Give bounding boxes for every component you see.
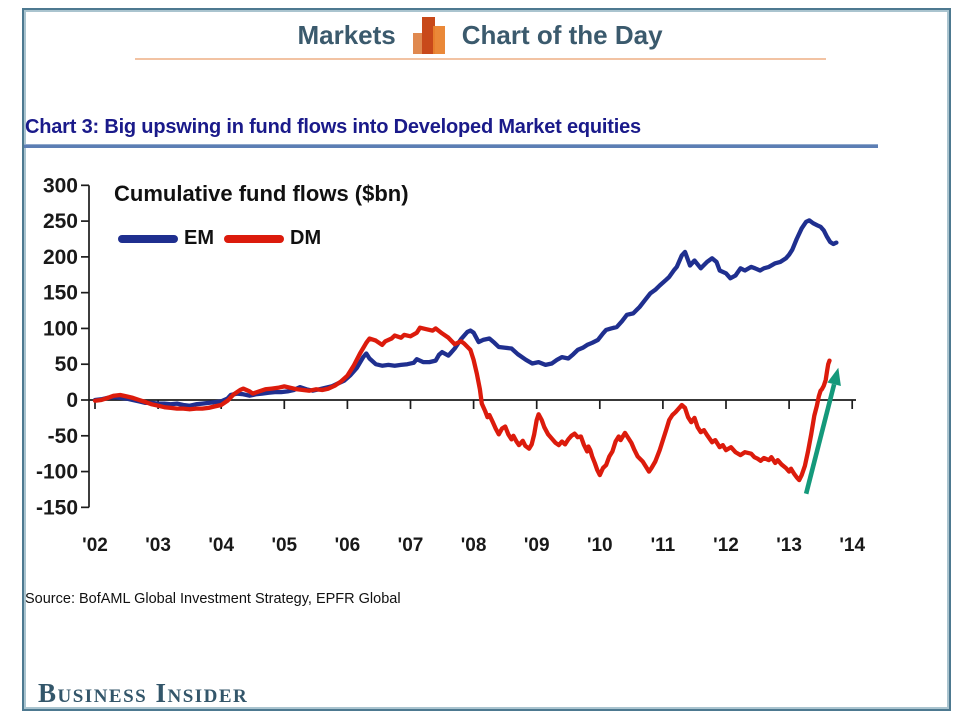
em-line — [92, 218, 839, 408]
y-tick-label: -50 — [48, 425, 78, 448]
x-tick-label: '12 — [713, 535, 739, 556]
x-axis: '02 '03 '04 '05 '06 '07 '08 '09 '10 '11 '12 '13 '14 — [82, 399, 865, 556]
x-tick-label: '06 — [335, 535, 361, 556]
upswing-arrow — [803, 367, 841, 495]
chart-heading: Chart 3: Big upswing in fund flows into … — [25, 116, 641, 138]
header-title: Chart of the Day — [461, 19, 663, 50]
y-tick-label: -100 — [36, 461, 78, 484]
x-tick-label: '11 — [651, 535, 676, 556]
bar-chart-icon — [409, 16, 449, 54]
x-tick-label: '14 — [839, 535, 865, 556]
business-insider-logo: Business Insider — [38, 678, 249, 708]
y-tick-label: -150 — [36, 496, 78, 519]
legend-em-label: EM — [184, 227, 214, 249]
x-tick-label: '05 — [271, 535, 297, 556]
bar-chart-icon-mid-bar — [421, 17, 435, 54]
x-tick-label: '13 — [776, 535, 802, 556]
legend-dm-swatch — [224, 234, 284, 243]
header-brand: Markets — [297, 19, 396, 50]
y-tick-label: 250 — [43, 210, 78, 233]
legend-dm-label: DM — [290, 227, 322, 249]
chart-legend: EM DM — [118, 227, 331, 250]
x-tick-label: '08 — [461, 535, 487, 556]
x-tick-label: '09 — [524, 535, 550, 556]
x-tick-label: '07 — [398, 535, 424, 556]
x-tick-label: '04 — [208, 535, 234, 556]
header-divider — [135, 58, 826, 60]
y-tick-label: 0 — [66, 389, 78, 412]
y-tick-label: 100 — [43, 317, 78, 340]
chart-inner-title: Cumulative fund flows ($bn) — [114, 181, 409, 206]
bar-chart-icon-right-bar — [432, 26, 445, 54]
y-tick-label: 200 — [43, 246, 78, 269]
header: Markets Chart of the Day — [0, 14, 960, 56]
x-tick-label: '03 — [145, 535, 171, 556]
dm-line — [92, 325, 832, 483]
y-axis: 300 250 200 150 100 50 0 -50 -100 -150 — [36, 174, 90, 519]
y-tick-label: 300 — [43, 174, 78, 197]
y-tick-label: 50 — [55, 353, 78, 376]
heading-divider — [24, 144, 878, 148]
x-tick-label: '10 — [587, 535, 613, 556]
y-tick-label: 150 — [43, 282, 78, 305]
bar-chart-icon-left-bar — [412, 33, 424, 54]
x-tick-label: '02 — [82, 535, 108, 556]
source-note: Source: BofAML Global Investment Strateg… — [25, 591, 401, 607]
legend-em-swatch — [118, 234, 178, 243]
